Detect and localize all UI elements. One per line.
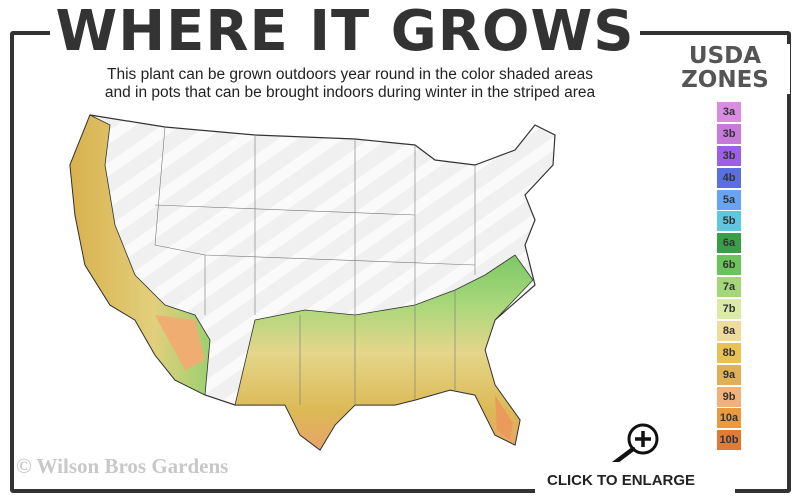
legend-title-line-2: ZONES — [681, 67, 769, 93]
legend-title-line-1: USDA — [688, 43, 762, 69]
us-hardiness-map[interactable] — [55, 105, 565, 455]
click-to-enlarge-label: CLICK TO ENLARGE — [547, 472, 696, 489]
page-title: WHERE IT GROWS — [50, 0, 640, 64]
zone-swatch-10a: 10a — [717, 408, 741, 429]
zone-swatch-10b: 10b — [717, 430, 741, 451]
florida-tip — [495, 395, 513, 440]
zone-swatch-8a: 8a — [717, 320, 741, 341]
zone-swatch-3a: 3a — [717, 102, 741, 122]
southwest-zones — [155, 315, 205, 370]
zone-swatch-7a: 7a — [717, 277, 741, 298]
zone-swatch-3b: 3b — [717, 123, 741, 144]
legend-title: USDA ZONES — [660, 44, 790, 94]
zone-swatch-7b: 7b — [717, 299, 741, 320]
zone-swatch-9a: 9a — [717, 364, 741, 385]
subtitle-line-2: and in pots that can be brought indoors … — [104, 84, 596, 101]
zone-swatch-8b: 8b — [717, 342, 741, 363]
zone-swatch-6a: 6a — [717, 233, 741, 254]
zone-swatch-4b: 4b — [717, 167, 741, 188]
zone-legend: 3a 3b 3b 4b 5a 5b 6a 6b 7a 7b 8a 8b 9a 9b 10a 10b — [717, 102, 741, 452]
zone-swatch-6b: 6b — [717, 255, 741, 276]
zone-swatch-5b: 5b — [717, 211, 741, 232]
zoom-in-magnifier-icon[interactable] — [605, 422, 665, 467]
zone-swatch-5a: 5a — [717, 189, 741, 210]
subtitle-line-1: This plant can be grown outdoors year ro… — [107, 66, 593, 83]
zone-swatch-9b: 9b — [717, 386, 741, 407]
click-to-enlarge-button[interactable]: CLICK TO ENLARGE — [535, 462, 735, 498]
state-lines — [154, 126, 476, 405]
subtitle: This plant can be grown outdoors year ro… — [40, 66, 660, 102]
south-zones — [234, 254, 534, 451]
watermark: © Wilson Bros Gardens — [16, 454, 229, 478]
zone-swatch-3b: 3b — [717, 145, 741, 166]
